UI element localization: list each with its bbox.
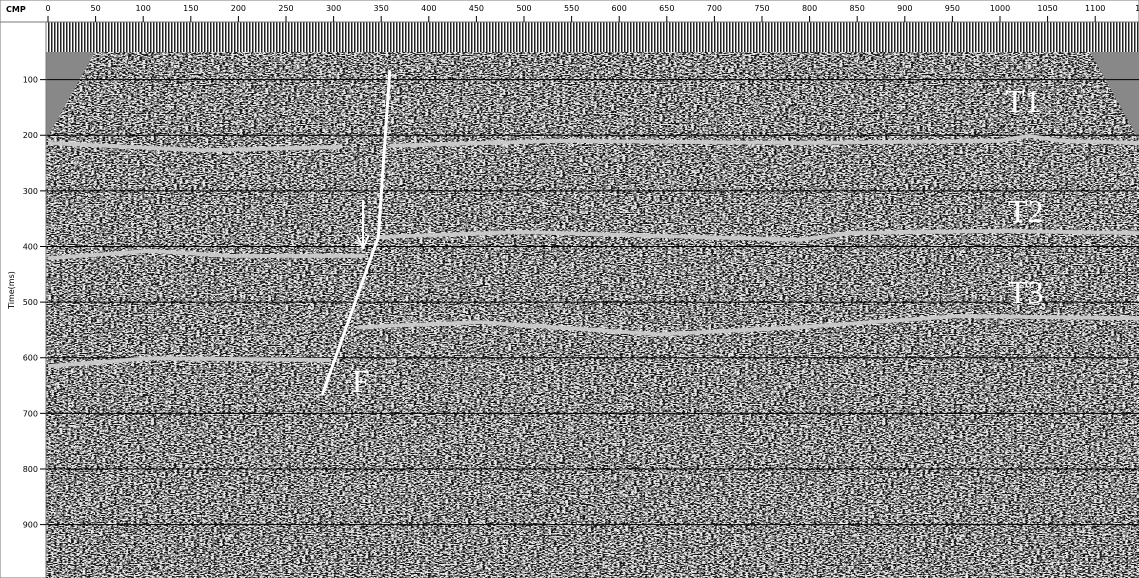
y-tick-label: 300 <box>23 187 38 196</box>
x-tick-label: 950 <box>945 4 960 13</box>
x-tick-label: 1100 <box>1085 4 1105 13</box>
y-tick-label: 600 <box>23 354 38 363</box>
horizon-line <box>47 314 1139 369</box>
x-tick-label: 750 <box>754 4 769 13</box>
y-tick-label: 400 <box>23 242 38 251</box>
line-label: T1 <box>1005 83 1041 119</box>
x-tick-label: 650 <box>659 4 674 13</box>
y-tick-label: 700 <box>23 409 38 418</box>
top-traces <box>46 22 1139 52</box>
seismic-traces <box>46 52 1139 578</box>
x-tick-label: 200 <box>231 4 246 13</box>
line-label: T3 <box>1008 274 1044 310</box>
slip-arrow <box>356 200 370 251</box>
x-axis-label: CMP <box>6 5 26 14</box>
x-tick-label: 550 <box>564 4 579 13</box>
y-tick-label: 200 <box>23 131 38 140</box>
x-tick-label: 350 <box>374 4 389 13</box>
y-tick-label: 100 <box>23 76 38 85</box>
x-tick-label: 500 <box>516 4 531 13</box>
x-tick-label: 400 <box>421 4 436 13</box>
x-tick-label: 800 <box>802 4 817 13</box>
y-axis-label: Time(ms) <box>7 271 16 310</box>
x-tick-label: 300 <box>326 4 341 13</box>
x-tick-label: 450 <box>469 4 484 13</box>
left-axis <box>0 21 47 578</box>
mute-right <box>1090 52 1139 140</box>
x-tick-label: 700 <box>707 4 722 13</box>
grid <box>46 79 1139 526</box>
line-label: T2 <box>1008 193 1044 229</box>
ticks: 0 50 100 150 200 250 300 350 400 450 500 550 600 650 7… <box>23 4 1139 530</box>
line-label: F <box>352 363 370 399</box>
y-tick-label: 900 <box>23 521 38 530</box>
x-tick-label: 115 <box>1135 4 1139 13</box>
x-tick-label: 250 <box>278 4 293 13</box>
x-tick-label: 0 <box>45 4 50 13</box>
horizon-line <box>47 133 1139 153</box>
x-tick-label: 50 <box>91 4 101 13</box>
x-tick-label: 1000 <box>990 4 1010 13</box>
fault-line <box>320 70 392 396</box>
x-tick-label: 1050 <box>1037 4 1057 13</box>
x-tick-label: 100 <box>136 4 151 13</box>
x-tick-label: 900 <box>897 4 912 13</box>
y-tick-label: 500 <box>23 298 38 307</box>
y-tick-label: 800 <box>23 465 38 474</box>
mute-left <box>46 52 95 140</box>
x-tick-label: 150 <box>183 4 198 13</box>
top-axis <box>0 0 1139 23</box>
horizon-line <box>47 228 1139 261</box>
horizons: T1 T2 T3 F <box>47 70 1139 399</box>
x-tick-label: 600 <box>612 4 627 13</box>
x-tick-label: 850 <box>850 4 865 13</box>
